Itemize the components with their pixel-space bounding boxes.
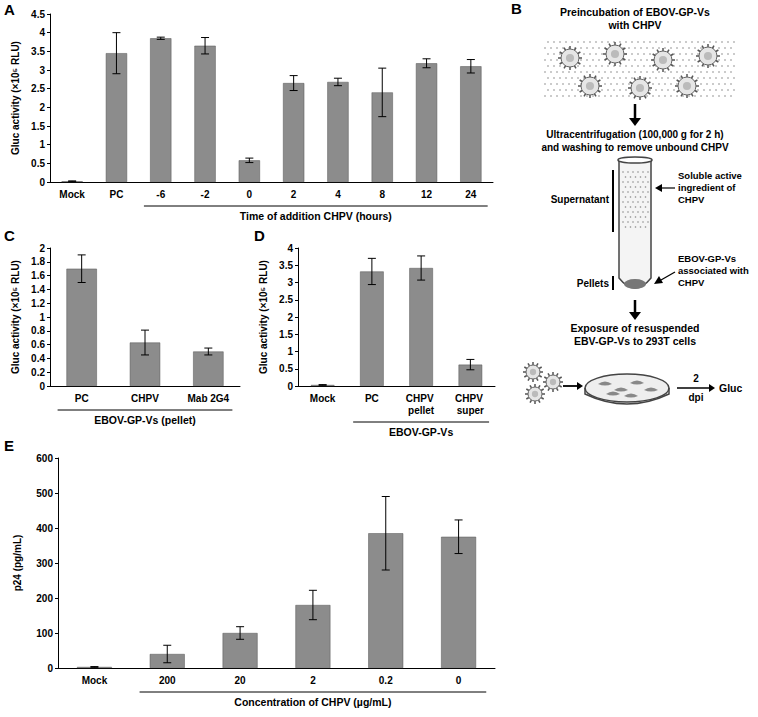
svg-text:p24 (pg/mL): p24 (pg/mL) xyxy=(12,535,23,592)
svg-text:0.6: 0.6 xyxy=(31,339,45,350)
svg-text:0: 0 xyxy=(39,177,45,188)
svg-text:2: 2 xyxy=(310,675,316,686)
svg-text:400: 400 xyxy=(36,523,53,534)
svg-text:Gluc: Gluc xyxy=(719,382,742,394)
svg-text:8: 8 xyxy=(379,189,385,200)
svg-text:0.2: 0.2 xyxy=(31,367,45,378)
svg-text:4: 4 xyxy=(287,243,293,254)
svg-text:C: C xyxy=(4,227,15,244)
svg-text:0.2: 0.2 xyxy=(379,675,393,686)
svg-text:200: 200 xyxy=(159,675,176,686)
svg-text:PC: PC xyxy=(109,189,123,200)
svg-text:100: 100 xyxy=(36,628,53,639)
svg-text:1: 1 xyxy=(39,139,45,150)
svg-text:1.5: 1.5 xyxy=(279,329,293,340)
svg-text:12: 12 xyxy=(421,189,433,200)
svg-text:-2: -2 xyxy=(201,189,210,200)
svg-text:Ultracentrifugation (100,000 g: Ultracentrifugation (100,000 g for 2 h) xyxy=(546,129,723,140)
svg-text:Supernatant: Supernatant xyxy=(551,194,610,205)
svg-text:E: E xyxy=(4,437,14,454)
svg-text:PC: PC xyxy=(75,393,89,404)
svg-text:Gluc activity (×10⁵ RLU): Gluc activity (×10⁵ RLU) xyxy=(10,41,21,155)
svg-text:0: 0 xyxy=(247,189,253,200)
svg-text:B: B xyxy=(511,0,522,17)
svg-text:dpi: dpi xyxy=(689,392,704,403)
svg-text:0: 0 xyxy=(456,675,462,686)
svg-text:300: 300 xyxy=(36,558,53,569)
svg-text:1.6: 1.6 xyxy=(31,270,45,281)
svg-text:4: 4 xyxy=(39,27,45,38)
svg-text:1: 1 xyxy=(39,312,45,323)
svg-text:and washing to remove unbound: and washing to remove unbound CHPV xyxy=(541,142,729,153)
svg-text:with CHPV: with CHPV xyxy=(607,19,661,31)
svg-text:Mock: Mock xyxy=(310,393,336,404)
svg-text:0.4: 0.4 xyxy=(31,353,45,364)
svg-text:A: A xyxy=(4,1,15,18)
svg-text:Mock: Mock xyxy=(59,189,85,200)
svg-text:EBOV-GP-Vs (pellet): EBOV-GP-Vs (pellet) xyxy=(94,414,196,426)
svg-text:3: 3 xyxy=(39,65,45,76)
svg-text:Time of addition CHPV (hours): Time of addition CHPV (hours) xyxy=(240,210,392,222)
svg-text:0: 0 xyxy=(47,663,53,674)
svg-text:Concentration of CHPV (µg/mL): Concentration of CHPV (µg/mL) xyxy=(234,696,391,708)
svg-text:pellet: pellet xyxy=(408,405,435,416)
svg-text:2: 2 xyxy=(287,312,293,323)
svg-text:ingredient of: ingredient of xyxy=(678,182,736,193)
svg-text:Soluble active: Soluble active xyxy=(678,170,742,181)
svg-text:CHPV: CHPV xyxy=(455,393,486,404)
svg-text:4: 4 xyxy=(335,189,341,200)
svg-text:500: 500 xyxy=(36,488,53,499)
svg-text:EBOV-GP-Vs: EBOV-GP-Vs xyxy=(678,253,736,264)
svg-text:Mab 2G4: Mab 2G4 xyxy=(187,393,229,404)
svg-text:CHPV: CHPV xyxy=(406,393,437,404)
svg-text:2.5: 2.5 xyxy=(31,83,45,94)
svg-text:Mock: Mock xyxy=(82,675,108,686)
svg-text:1.5: 1.5 xyxy=(31,121,45,132)
svg-text:20: 20 xyxy=(235,675,247,686)
svg-text:Pellets: Pellets xyxy=(577,278,610,289)
svg-text:3: 3 xyxy=(287,277,293,288)
svg-text:2: 2 xyxy=(693,373,699,384)
svg-text:1.4: 1.4 xyxy=(31,284,45,295)
svg-text:0.5: 0.5 xyxy=(31,158,45,169)
svg-text:0.5: 0.5 xyxy=(279,363,293,374)
svg-text:CHPV: CHPV xyxy=(678,194,705,205)
svg-text:0.8: 0.8 xyxy=(31,325,45,336)
svg-text:super: super xyxy=(457,405,484,416)
svg-text:1.8: 1.8 xyxy=(31,256,45,267)
svg-text:D: D xyxy=(254,227,265,244)
svg-text:PC: PC xyxy=(365,393,379,404)
svg-text:EBV-GP-Vs to 293T cells: EBV-GP-Vs to 293T cells xyxy=(574,335,696,347)
svg-text:EBOV-GP-Vs: EBOV-GP-Vs xyxy=(389,426,453,438)
svg-text:0: 0 xyxy=(39,381,45,392)
svg-text:2: 2 xyxy=(39,102,45,113)
svg-text:Gluc activity (×10⁵ RLU): Gluc activity (×10⁵ RLU) xyxy=(10,260,21,374)
svg-text:CHPV: CHPV xyxy=(678,277,705,288)
svg-text:2: 2 xyxy=(39,243,45,254)
svg-text:1.2: 1.2 xyxy=(31,298,45,309)
svg-text:Exposure of resuspended: Exposure of resuspended xyxy=(571,322,700,334)
svg-text:2.5: 2.5 xyxy=(279,294,293,305)
svg-text:200: 200 xyxy=(36,593,53,604)
svg-text:3.5: 3.5 xyxy=(279,260,293,271)
svg-text:Preincubation of EBOV-GP-Vs: Preincubation of EBOV-GP-Vs xyxy=(560,6,710,18)
svg-text:2: 2 xyxy=(291,189,297,200)
svg-text:CHPV: CHPV xyxy=(131,393,159,404)
svg-text:3.5: 3.5 xyxy=(31,46,45,57)
svg-text:associated with: associated with xyxy=(678,265,749,276)
svg-text:600: 600 xyxy=(36,453,53,464)
svg-text:24: 24 xyxy=(465,189,477,200)
svg-text:1: 1 xyxy=(287,346,293,357)
svg-text:Gluc activity (×10⁵ RLU): Gluc activity (×10⁵ RLU) xyxy=(258,260,269,374)
svg-text:0: 0 xyxy=(287,381,293,392)
svg-text:4.5: 4.5 xyxy=(31,9,45,20)
svg-text:-6: -6 xyxy=(156,189,165,200)
